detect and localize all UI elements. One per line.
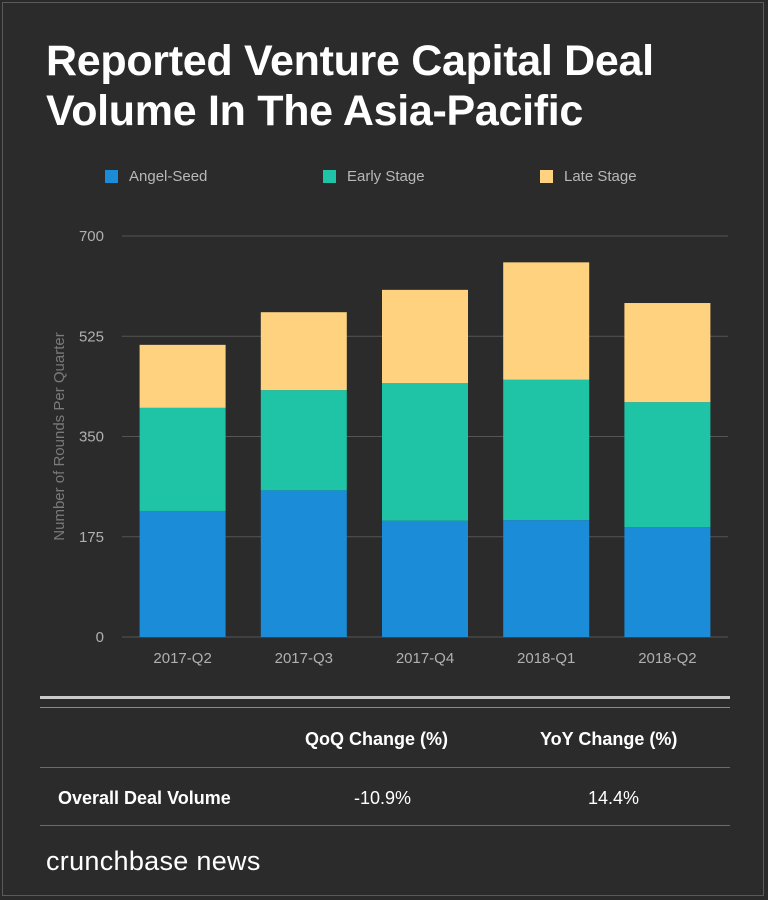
bar-angel-seed	[382, 520, 468, 637]
legend-item-early-stage: Early Stage	[323, 168, 425, 185]
table-row-label: Overall Deal Volume	[58, 788, 231, 808]
x-tick-label: 2017-Q4	[396, 650, 454, 667]
table-row-separator	[40, 767, 730, 768]
table-row-separator-bottom	[40, 825, 730, 826]
bar-early-stage	[382, 383, 468, 521]
table-header-yoy: YoY Change (%)	[540, 729, 678, 749]
x-tick-label: 2017-Q2	[153, 650, 211, 667]
table-value-qoq: -10.9%	[354, 788, 412, 808]
table-header-qoq: QoQ Change (%)	[305, 729, 448, 749]
bar-late-stage	[624, 303, 711, 403]
stacked-bar-chart: 0 175 350 525 700 Number of Rounds Per Quarte…	[51, 228, 728, 667]
y-tick-label: 175	[79, 529, 104, 546]
bar-early-stage	[624, 402, 711, 528]
legend-label-late-stage: Late Stage	[564, 168, 637, 185]
x-tick-label: 2018-Q2	[638, 650, 696, 667]
bar-early-stage	[503, 379, 590, 521]
bar-late-stage	[139, 344, 226, 408]
y-tick-label: 0	[96, 629, 104, 646]
table-divider-top-thin	[40, 707, 730, 708]
bar-angel-seed	[624, 527, 711, 637]
bar-late-stage	[260, 312, 347, 391]
legend-label-early-stage: Early Stage	[347, 168, 425, 185]
table-divider-top	[40, 696, 730, 699]
bar-late-stage	[503, 262, 590, 380]
y-tick-label: 700	[79, 228, 104, 245]
x-tick-label: 2018-Q1	[517, 650, 575, 667]
legend-swatch-angel-seed	[105, 170, 118, 183]
legend-label-angel-seed: Angel-Seed	[129, 168, 208, 185]
y-tick-label: 525	[79, 328, 104, 345]
legend-swatch-early-stage	[323, 170, 336, 183]
legend-item-angel-seed: Angel-Seed	[105, 168, 207, 185]
bar-angel-seed	[139, 510, 226, 637]
legend-item-late-stage: Late Stage	[540, 168, 637, 185]
chart-title: Reported Venture Capital Deal Volume In …	[46, 37, 654, 135]
bar-late-stage	[382, 289, 468, 384]
bar-early-stage	[139, 407, 226, 511]
legend-swatch-late-stage	[540, 170, 553, 183]
bar-early-stage	[260, 390, 347, 491]
bar-angel-seed	[503, 520, 590, 637]
y-axis-label: Number of Rounds Per Quarter	[51, 332, 68, 540]
bar-angel-seed	[260, 490, 347, 637]
brand-logo-text: crunchbase news	[46, 846, 261, 876]
y-tick-label: 350	[79, 429, 104, 446]
legend: Angel-Seed Early Stage Late Stage	[0, 168, 768, 188]
x-tick-label: 2017-Q3	[275, 650, 333, 667]
table-value-yoy: 14.4%	[588, 788, 640, 808]
